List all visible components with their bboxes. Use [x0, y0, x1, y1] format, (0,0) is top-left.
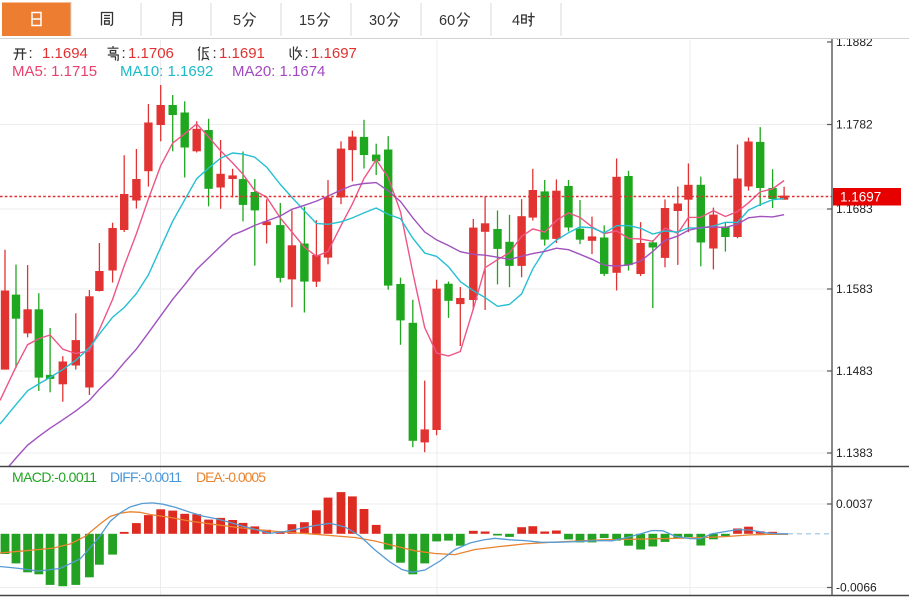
- svg-text:1.1697: 1.1697: [840, 190, 881, 205]
- svg-text:1.1697: 1.1697: [311, 45, 357, 62]
- svg-text:1.1694: 1.1694: [42, 45, 88, 62]
- svg-text::: :: [213, 45, 217, 62]
- svg-text:-0.0066: -0.0066: [836, 581, 877, 595]
- svg-text:MA20: 1.1674: MA20: 1.1674: [232, 63, 325, 80]
- svg-text:1.1782: 1.1782: [836, 118, 873, 132]
- svg-text:MA10: 1.1692: MA10: 1.1692: [120, 63, 213, 80]
- svg-text:15: 15: [299, 13, 315, 29]
- svg-text:1.1583: 1.1583: [836, 282, 873, 296]
- svg-text::: :: [122, 45, 126, 62]
- svg-text:5: 5: [233, 13, 241, 29]
- svg-text:30: 30: [369, 13, 385, 29]
- svg-text:0.0037: 0.0037: [836, 497, 873, 511]
- svg-text:DIFF:-0.0011: DIFF:-0.0011: [110, 469, 182, 485]
- svg-text:4: 4: [512, 13, 520, 29]
- svg-text:MA5: 1.1715: MA5: 1.1715: [12, 63, 97, 80]
- svg-text:1.1691: 1.1691: [219, 45, 265, 62]
- svg-text:1.1383: 1.1383: [836, 446, 873, 460]
- svg-text:1.1483: 1.1483: [836, 364, 873, 378]
- svg-text:1.1706: 1.1706: [128, 45, 174, 62]
- svg-text::: :: [305, 45, 309, 62]
- svg-text::: :: [29, 45, 33, 62]
- svg-text:MACD:-0.0011: MACD:-0.0011: [12, 469, 97, 485]
- svg-text:DEA:-0.0005: DEA:-0.0005: [196, 469, 266, 485]
- svg-text:60: 60: [439, 13, 455, 29]
